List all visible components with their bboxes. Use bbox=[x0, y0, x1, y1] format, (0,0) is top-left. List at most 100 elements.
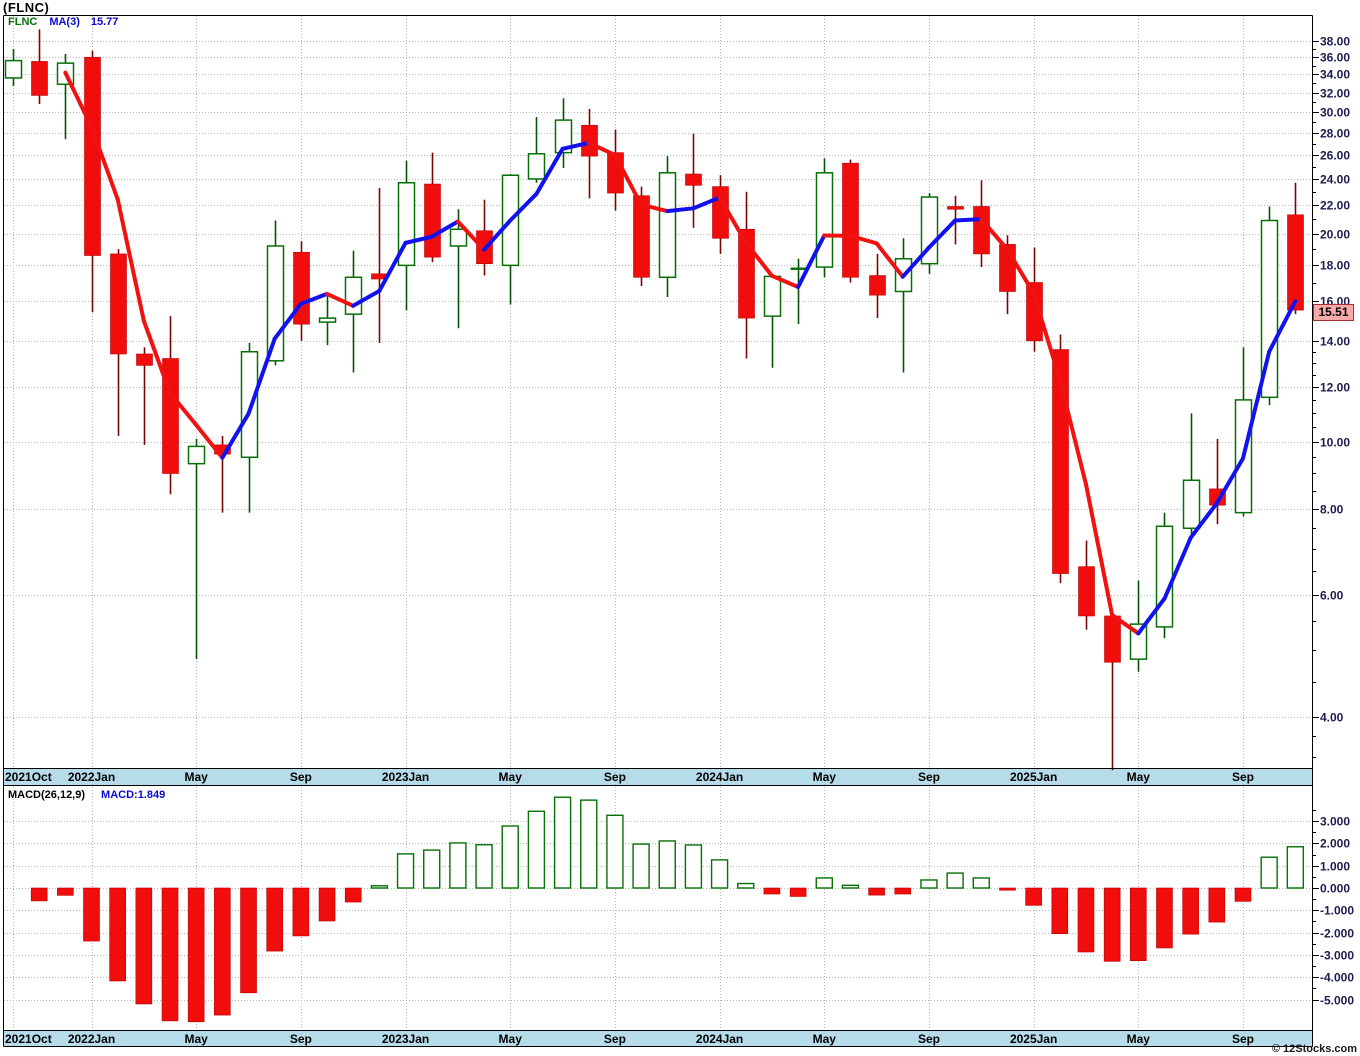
macd-legend: MACD(26,12,9) MACD:1.849 bbox=[8, 789, 165, 801]
ma3-segment bbox=[429, 219, 460, 239]
ma3-segment bbox=[482, 218, 513, 252]
price-tick-label: 24.00 bbox=[1320, 173, 1350, 187]
candle-down-2024-11 bbox=[973, 206, 990, 255]
macd-bar-pos bbox=[841, 884, 860, 889]
candle-down-2025-03 bbox=[1078, 566, 1095, 617]
macd-bar-pos bbox=[501, 825, 519, 889]
macd-tick-label: -1.000 bbox=[1320, 904, 1354, 918]
candle-up-2022-10 bbox=[318, 317, 337, 323]
macd-bar-neg bbox=[135, 887, 153, 1005]
date-label: 2021Oct bbox=[5, 1032, 52, 1046]
macd-bar-pos bbox=[1286, 846, 1305, 889]
date-label: May bbox=[185, 770, 209, 784]
price-tick-label: 14.00 bbox=[1320, 335, 1350, 349]
candle-down-2025-11 bbox=[1287, 214, 1304, 311]
price-tick-label: 30.00 bbox=[1320, 106, 1350, 120]
date-label: Sep bbox=[1232, 1032, 1254, 1046]
candle-up-2022-08 bbox=[266, 245, 285, 362]
last-price-flag: 15.51 bbox=[1313, 304, 1354, 321]
ma3-segment bbox=[586, 140, 617, 157]
ma3-segment bbox=[900, 245, 931, 279]
main-legend: FLNC MA(3) 15.77 bbox=[8, 16, 118, 28]
ma3-segment bbox=[272, 301, 303, 341]
candle-up-2025-07 bbox=[1182, 479, 1201, 529]
ma3-segment bbox=[1110, 613, 1141, 636]
candle-down-2022-01 bbox=[84, 56, 101, 256]
candle-down-2023-12 bbox=[685, 173, 702, 186]
candle-down-2023-08 bbox=[581, 124, 598, 157]
ma3-segment bbox=[141, 318, 173, 396]
candle-up-2024-05 bbox=[815, 172, 834, 268]
date-label: May bbox=[1127, 770, 1151, 784]
date-label: 2022Jan bbox=[68, 1032, 115, 1046]
date-label: Sep bbox=[290, 770, 312, 784]
candle-up-2022-05 bbox=[187, 445, 206, 465]
macd-bar-neg bbox=[161, 887, 179, 1022]
candle-up-2023-11 bbox=[658, 172, 677, 279]
macd-bar-neg bbox=[789, 887, 807, 897]
macd-bar-neg bbox=[214, 887, 231, 1016]
candle-up-2021-10 bbox=[4, 59, 23, 79]
price-tick-label: 20.00 bbox=[1320, 228, 1350, 242]
macd-bar-neg bbox=[57, 887, 74, 896]
macd-bar-pos bbox=[1260, 856, 1278, 889]
date-label: 2025Jan bbox=[1010, 770, 1057, 784]
ma3-segment bbox=[351, 288, 382, 308]
macd-bar-pos bbox=[684, 844, 703, 889]
candle-down-2023-02 bbox=[424, 183, 441, 258]
macd-tick-label: 2.000 bbox=[1320, 837, 1350, 851]
ma3-segment bbox=[1083, 482, 1115, 618]
macd-bar-neg bbox=[1156, 887, 1173, 949]
date-label: May bbox=[1127, 1032, 1151, 1046]
ma3-segment bbox=[560, 140, 591, 151]
date-label: 2023Jan bbox=[382, 770, 429, 784]
macd-tick-label: 3.000 bbox=[1320, 815, 1350, 829]
macd-bar-pos bbox=[527, 810, 546, 889]
price-tick-label: 10.00 bbox=[1320, 436, 1350, 450]
price-tick-label: 36.00 bbox=[1320, 51, 1350, 65]
macd-bar-neg bbox=[999, 887, 1016, 891]
macd-bar-neg bbox=[1208, 887, 1226, 923]
ma3-segment bbox=[848, 233, 879, 246]
macd-current-value: MACD:1.849 bbox=[101, 789, 166, 801]
macd-bar-neg bbox=[1130, 887, 1147, 961]
ma3-segment bbox=[194, 422, 225, 460]
ma3-segment bbox=[1005, 247, 1036, 296]
date-label: Sep bbox=[290, 1032, 312, 1046]
ma3-segment bbox=[743, 240, 774, 278]
ma3-segment bbox=[455, 219, 487, 252]
ma3-segment bbox=[508, 191, 539, 223]
ma3-segment bbox=[1240, 349, 1272, 461]
macd-bar-neg bbox=[83, 887, 100, 942]
macd-bar-neg bbox=[318, 887, 336, 922]
date-label: 2022Jan bbox=[68, 770, 115, 784]
date-label: 2021Oct bbox=[5, 770, 52, 784]
candle-up-2025-10 bbox=[1260, 219, 1279, 399]
candle-down-2024-06 bbox=[842, 162, 859, 278]
macd-bar-pos bbox=[370, 885, 389, 889]
date-label: May bbox=[813, 770, 837, 784]
ma3-segment bbox=[325, 291, 356, 308]
date-label: Sep bbox=[918, 1032, 940, 1046]
macd-bar-pos bbox=[710, 859, 729, 889]
ma3-segment bbox=[63, 70, 94, 130]
macd-bar-neg bbox=[1051, 887, 1069, 935]
price-tick-label: 12.00 bbox=[1320, 381, 1350, 395]
macd-bar-pos bbox=[449, 842, 467, 889]
ma3-segment bbox=[1031, 291, 1062, 382]
macd-bar-pos bbox=[920, 879, 938, 889]
macd-tick-label: -4.000 bbox=[1320, 971, 1354, 985]
ma3-segment bbox=[926, 218, 958, 250]
macd-tick-label: 1.000 bbox=[1320, 860, 1350, 874]
ma3-segment bbox=[874, 241, 905, 279]
legend-ma-value: 15.77 bbox=[90, 16, 119, 28]
page-title: (FLNC) bbox=[3, 0, 50, 15]
ma3-segment bbox=[1188, 501, 1219, 540]
price-tick-label: 34.00 bbox=[1320, 68, 1350, 82]
date-label: May bbox=[813, 1032, 837, 1046]
macd-bar-pos bbox=[946, 872, 964, 889]
price-tick-label: 38.00 bbox=[1320, 35, 1350, 49]
ma3-segment bbox=[953, 217, 984, 223]
macd-tick-label: -5.000 bbox=[1320, 994, 1354, 1008]
